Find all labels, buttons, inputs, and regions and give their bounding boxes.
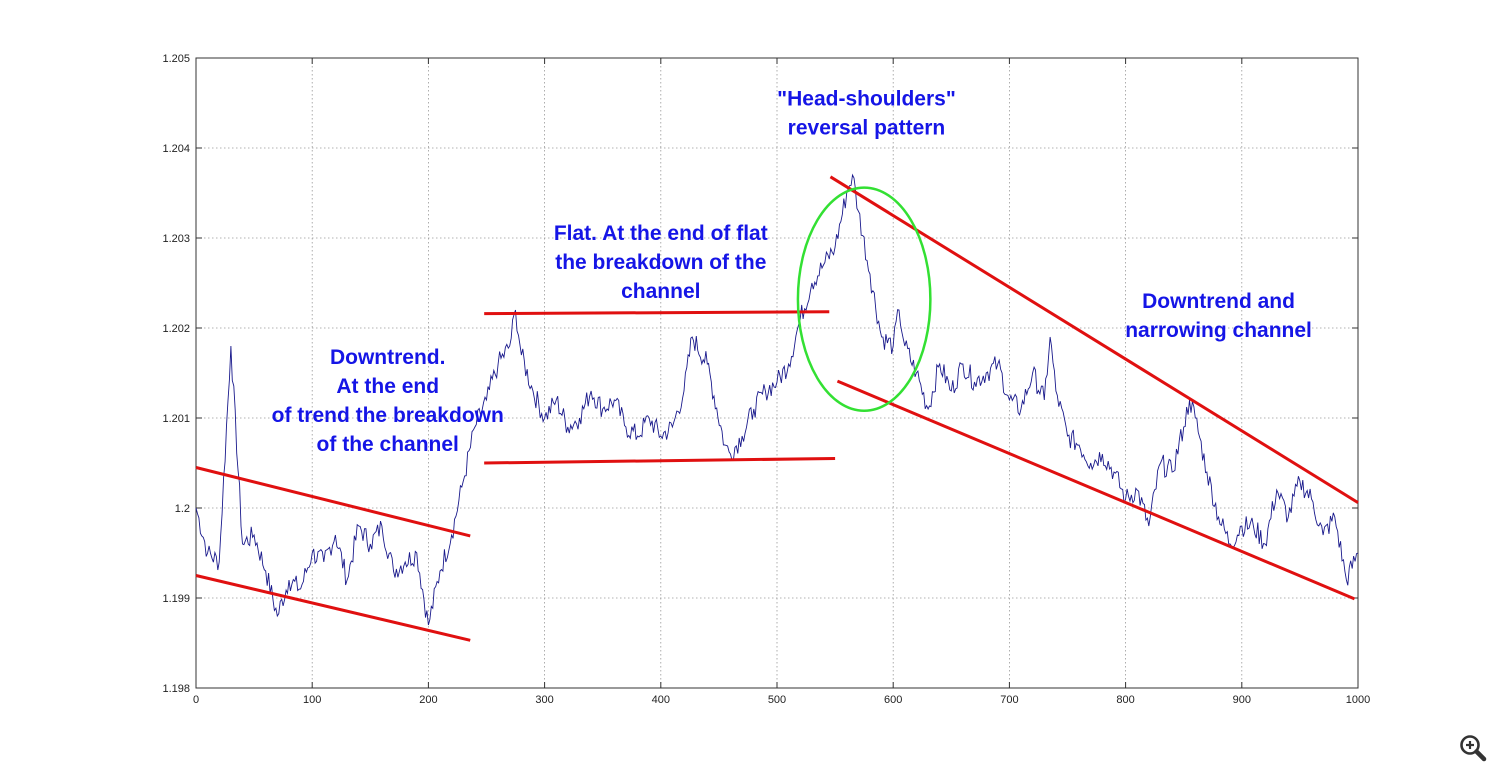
trend-line bbox=[484, 457, 836, 465]
trend-line bbox=[195, 574, 471, 642]
annotation-line: "Head-shoulders" bbox=[777, 88, 956, 111]
pattern-highlight bbox=[796, 186, 932, 413]
x-tick-label: 100 bbox=[303, 694, 321, 706]
annotations: Downtrend. At the end of trend the breakdo… bbox=[272, 88, 1312, 456]
annotation-line: of the channel bbox=[317, 433, 459, 456]
annotation-line: reversal pattern bbox=[788, 117, 946, 140]
y-tick-label: 1.205 bbox=[162, 53, 190, 65]
zoom-in-icon[interactable] bbox=[1458, 733, 1488, 763]
x-tick-label: 600 bbox=[884, 694, 902, 706]
y-tick-label: 1.199 bbox=[162, 593, 190, 605]
x-tick-label: 700 bbox=[1000, 694, 1018, 706]
annotation-line: the breakdown of the bbox=[555, 251, 766, 274]
annotation-line: Downtrend and bbox=[1142, 290, 1295, 313]
annotation-downtrend-start: Downtrend. At the end of trend the breakdo… bbox=[272, 346, 504, 456]
series-layer bbox=[195, 173, 1359, 626]
x-tick-label: 900 bbox=[1233, 694, 1251, 706]
y-tick-label: 1.202 bbox=[162, 323, 190, 335]
annotation-line: of trend the breakdown bbox=[272, 404, 504, 427]
annotation-head-shoulders: "Head-shoulders" reversal pattern bbox=[777, 88, 956, 140]
x-tick-label: 200 bbox=[419, 694, 437, 706]
annotation-line: Downtrend. bbox=[330, 346, 446, 369]
annotation-line: At the end bbox=[336, 375, 439, 398]
x-tick-label: 800 bbox=[1116, 694, 1134, 706]
y-tick-label: 1.2 bbox=[175, 503, 190, 515]
y-tick-label: 1.204 bbox=[162, 143, 190, 155]
trend-line bbox=[829, 175, 1359, 504]
zoom-in-magnifier-icon bbox=[1460, 735, 1487, 762]
x-tick-label: 0 bbox=[193, 694, 199, 706]
trend-lines bbox=[195, 175, 1359, 642]
x-tick-label: 300 bbox=[535, 694, 553, 706]
annotation-line: narrowing channel bbox=[1125, 319, 1312, 342]
annotation-downtrend-narrowing: Downtrend and narrowing channel bbox=[1125, 290, 1312, 342]
x-tick-label: 400 bbox=[652, 694, 670, 706]
x-tick-label: 1000 bbox=[1346, 694, 1370, 706]
trend-line bbox=[484, 310, 830, 316]
trend-line bbox=[836, 379, 1356, 601]
price-series-line bbox=[195, 173, 1359, 626]
y-tick-label: 1.198 bbox=[162, 683, 190, 695]
axis-ticks: 0 100 200 300 400 500 600 700 800 900 1000 1.198 1.1… bbox=[162, 53, 1370, 706]
y-tick-label: 1.201 bbox=[162, 413, 190, 425]
x-tick-label: 500 bbox=[768, 694, 786, 706]
y-tick-label: 1.203 bbox=[162, 233, 190, 245]
trend-line bbox=[195, 466, 471, 538]
grid bbox=[196, 58, 1358, 688]
plot-frame bbox=[195, 57, 1359, 689]
annotation-line: channel bbox=[621, 280, 700, 303]
annotation-flat: Flat. At the end of flat the breakdown of… bbox=[554, 222, 768, 303]
annotation-line: Flat. At the end of flat bbox=[554, 222, 768, 245]
head-shoulders-ellipse bbox=[796, 186, 932, 413]
